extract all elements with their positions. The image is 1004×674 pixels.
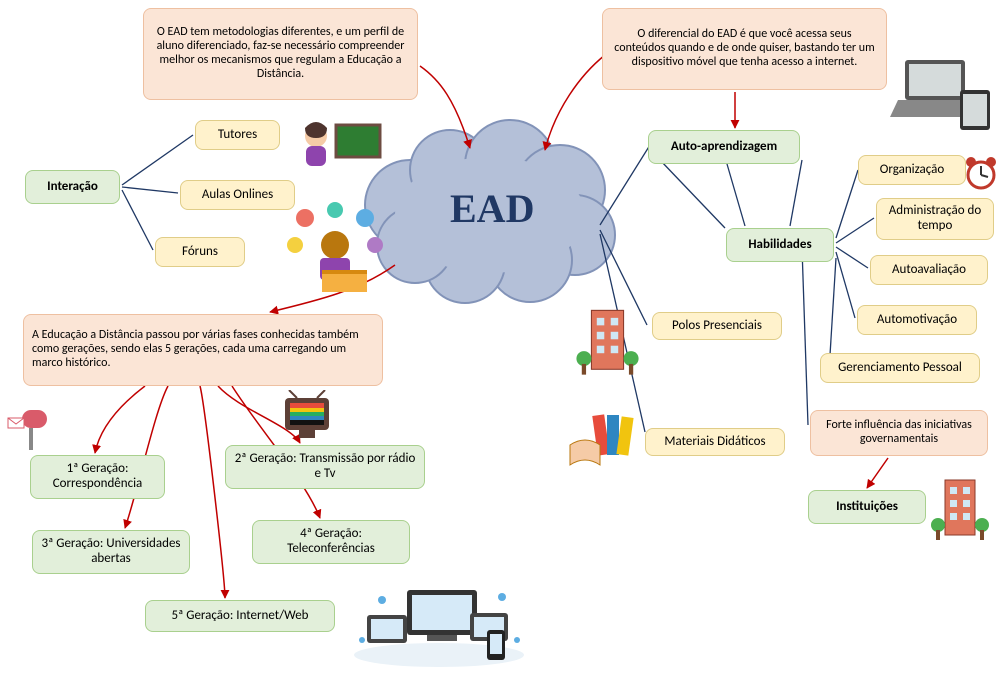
- node-desc_top_left: O EAD tem metodologias diferentes, e um …: [143, 8, 418, 100]
- node-g4: 4ª Geração: Teleconferências: [252, 520, 410, 564]
- node-g1: 1ª Geração: Correspondência: [30, 455, 165, 499]
- node-habilidades: Habilidades: [726, 228, 834, 262]
- node-auto: Auto-aprendizagem: [648, 130, 800, 164]
- node-g5: 5ª Geração: Internet/Web: [145, 600, 335, 632]
- building-icon: [575, 305, 640, 380]
- student-icon: [280, 200, 390, 295]
- clock-icon: [962, 155, 1000, 193]
- node-g3: 3ª Geração: Universidades abertas: [32, 530, 190, 574]
- teacher-icon: [298, 120, 383, 175]
- node-desc_top_right: O diferencial do EAD é que você acessa s…: [602, 8, 887, 90]
- books-icon: [565, 410, 635, 470]
- building2-icon: [930, 475, 990, 545]
- node-foruns: Fóruns: [155, 237, 245, 267]
- node-materiais: Materiais Didáticos: [645, 428, 785, 456]
- node-ger_pess: Gerenciamento Pessoal: [820, 353, 980, 383]
- tv-icon: [277, 390, 337, 445]
- node-influencia: Forte influência das iniciativas governa…: [810, 410, 988, 456]
- node-automot: Automotivação: [857, 305, 977, 335]
- center-title: EAD: [450, 185, 534, 232]
- node-instituicoes: Instituições: [808, 490, 926, 524]
- laptop-icon: [890, 55, 995, 140]
- mailbox-icon: [2, 400, 57, 455]
- node-interacao: Interação: [25, 170, 120, 204]
- node-g2: 2ª Geração: Transmissão por rádio e Tv: [225, 445, 425, 489]
- node-desc_ger: A Educação a Distância passou por várias…: [23, 314, 383, 386]
- node-aulas: Aulas Onlines: [180, 180, 295, 210]
- node-adm_tempo: Administração do tempo: [876, 198, 994, 240]
- node-organizacao: Organização: [858, 155, 966, 185]
- node-autoaval: Autoavaliação: [870, 255, 988, 285]
- node-polos: Polos Presenciais: [652, 312, 782, 340]
- devices-icon: [352, 585, 527, 670]
- node-tutores: Tutores: [195, 120, 280, 150]
